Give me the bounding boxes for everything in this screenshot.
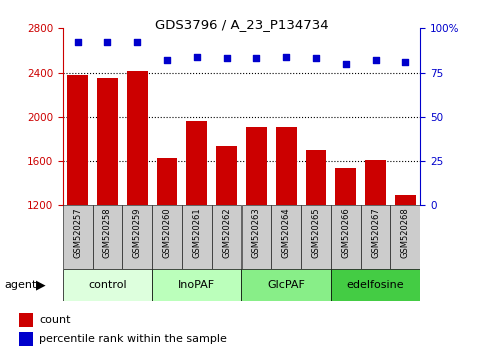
Bar <box>93 205 122 269</box>
Text: ▶: ▶ <box>36 279 46 291</box>
Text: GSM520264: GSM520264 <box>282 207 291 258</box>
Text: GSM520263: GSM520263 <box>252 207 261 258</box>
Bar <box>276 127 297 338</box>
Bar <box>242 205 271 269</box>
Bar <box>182 205 212 269</box>
Bar <box>19 332 33 346</box>
Bar <box>19 313 33 327</box>
Point <box>193 54 201 59</box>
Bar <box>152 269 242 301</box>
Text: GSM520262: GSM520262 <box>222 207 231 258</box>
Text: edelfosine: edelfosine <box>347 280 404 290</box>
Bar <box>63 269 152 301</box>
Point <box>74 40 82 45</box>
Bar <box>186 121 207 338</box>
Bar <box>127 72 148 338</box>
Bar <box>331 205 361 269</box>
Bar <box>156 158 177 338</box>
Bar <box>152 205 182 269</box>
Point <box>133 40 141 45</box>
Text: GSM520258: GSM520258 <box>103 207 112 258</box>
Bar <box>63 205 93 269</box>
Text: percentile rank within the sample: percentile rank within the sample <box>39 334 227 344</box>
Bar <box>246 127 267 338</box>
Bar <box>335 168 356 338</box>
Bar <box>395 195 416 338</box>
Text: GDS3796 / A_23_P134734: GDS3796 / A_23_P134734 <box>155 18 328 31</box>
Point <box>372 57 380 63</box>
Bar <box>361 205 390 269</box>
Text: GSM520261: GSM520261 <box>192 207 201 258</box>
Text: GlcPAF: GlcPAF <box>267 280 305 290</box>
Text: GSM520265: GSM520265 <box>312 207 320 258</box>
Text: control: control <box>88 280 127 290</box>
Bar <box>365 160 386 338</box>
Bar <box>242 269 331 301</box>
Point <box>223 56 230 61</box>
Bar <box>97 78 118 338</box>
Point <box>104 40 112 45</box>
Text: GSM520260: GSM520260 <box>163 207 171 258</box>
Point <box>312 56 320 61</box>
Bar <box>212 205 242 269</box>
Text: agent: agent <box>5 280 37 290</box>
Bar <box>331 269 420 301</box>
Bar <box>271 205 301 269</box>
Text: GSM520259: GSM520259 <box>133 207 142 258</box>
Bar <box>122 205 152 269</box>
Bar <box>301 205 331 269</box>
Point <box>282 54 290 59</box>
Bar <box>306 150 327 338</box>
Bar <box>67 75 88 338</box>
Text: InoPAF: InoPAF <box>178 280 215 290</box>
Point <box>253 56 260 61</box>
Point <box>342 61 350 67</box>
Text: GSM520257: GSM520257 <box>73 207 82 258</box>
Bar <box>216 145 237 338</box>
Bar <box>390 205 420 269</box>
Point <box>163 57 171 63</box>
Text: GSM520268: GSM520268 <box>401 207 410 258</box>
Point <box>401 59 409 65</box>
Text: count: count <box>39 315 71 325</box>
Text: GSM520266: GSM520266 <box>341 207 350 258</box>
Text: GSM520267: GSM520267 <box>371 207 380 258</box>
